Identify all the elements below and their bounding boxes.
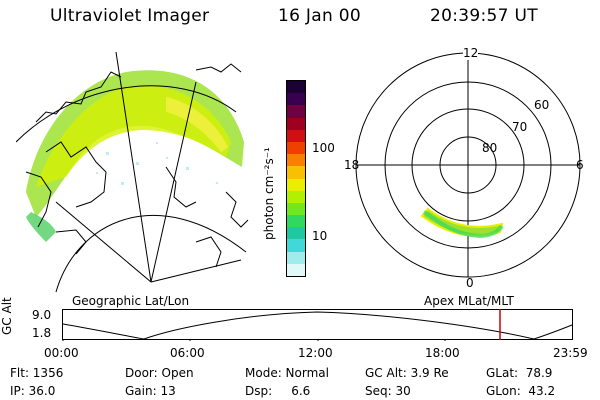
mlt-label-0: 0 — [466, 276, 474, 290]
mlt-label-18: 18 — [344, 158, 360, 172]
timeline-xtick-1200: 12:00 — [298, 346, 333, 360]
colorbar-tick-10: 10 — [312, 229, 328, 243]
info-seq: Seq: 30 — [365, 384, 411, 398]
app-title: Ultraviolet Imager — [50, 6, 210, 26]
polar-panel-label: Apex MLat/MLT — [424, 294, 514, 308]
colorbar-swatch — [287, 141, 305, 155]
info-gc-alt: GC Alt: 3.9 Re — [365, 366, 449, 380]
colorbar-swatch — [287, 129, 305, 142]
colorbar-swatch — [287, 178, 305, 191]
mlt-label-6: 6 — [576, 158, 584, 172]
noise-speckle — [96, 142, 218, 185]
colorbar-swatch — [287, 190, 305, 203]
timeline-xtick-2359: 23:59 — [553, 346, 588, 360]
mlat-label-70: 70 — [512, 120, 528, 134]
altitude-curve — [62, 311, 573, 340]
colorbar-unit-label: photon cm⁻²s⁻¹ — [262, 147, 276, 240]
timeline-xtick-1800: 18:00 — [425, 346, 460, 360]
timeline-xtick-0000: 00:00 — [44, 346, 79, 360]
aurora-bright — [166, 97, 228, 152]
colorbar-swatch — [287, 117, 305, 130]
geographic-image — [16, 51, 249, 293]
timeline-ylabel: GC Alt — [0, 297, 14, 335]
colorbar-swatch — [287, 81, 305, 94]
info-ip: IP: 36.0 — [10, 384, 56, 398]
colorbar-swatch — [287, 215, 305, 228]
info-glon: GLon: 43.2 — [486, 384, 556, 398]
date-label: 16 Jan 00 — [278, 6, 361, 26]
colorbar-swatch — [287, 93, 305, 106]
info-dsp: Dsp: 6.6 — [245, 384, 311, 398]
time-label: 20:39:57 UT — [430, 6, 538, 26]
info-mode: Mode: Normal — [245, 366, 329, 380]
info-gain: Gain: 13 — [125, 384, 176, 398]
timeline-plot — [62, 309, 573, 341]
colorbar-swatch — [287, 202, 305, 216]
timeline-ytick-9: 9.0 — [32, 308, 52, 322]
mlat-label-60: 60 — [534, 98, 550, 112]
timeline-frame — [62, 309, 573, 340]
coastlines — [25, 63, 249, 268]
info-flt: Flt: 1356 — [10, 366, 64, 380]
polar-aurora — [420, 207, 504, 237]
colorbar-swatch — [287, 251, 305, 264]
colorbar — [286, 80, 306, 277]
colorbar-tick-100: 100 — [312, 141, 335, 155]
lat-lon-grid — [16, 51, 247, 293]
info-door: Door: Open — [125, 366, 194, 380]
geo-panel-label: Geographic Lat/Lon — [72, 294, 190, 308]
mlat-label-80: 80 — [482, 141, 498, 155]
mlt-label-12: 12 — [463, 46, 479, 60]
colorbar-swatch — [287, 239, 305, 252]
colorbar-swatch — [287, 154, 305, 167]
colorbar-swatch — [287, 227, 305, 240]
polar-plot — [355, 52, 581, 278]
timeline-xtick-0600: 06:00 — [170, 346, 205, 360]
info-glat: GLat: 78.9 — [486, 366, 553, 380]
aurora-edge — [26, 212, 56, 242]
colorbar-swatch — [287, 105, 305, 118]
timeline-ytick-1: 1.8 — [32, 326, 52, 340]
colorbar-swatch — [287, 263, 305, 276]
colorbar-swatch — [287, 166, 305, 179]
